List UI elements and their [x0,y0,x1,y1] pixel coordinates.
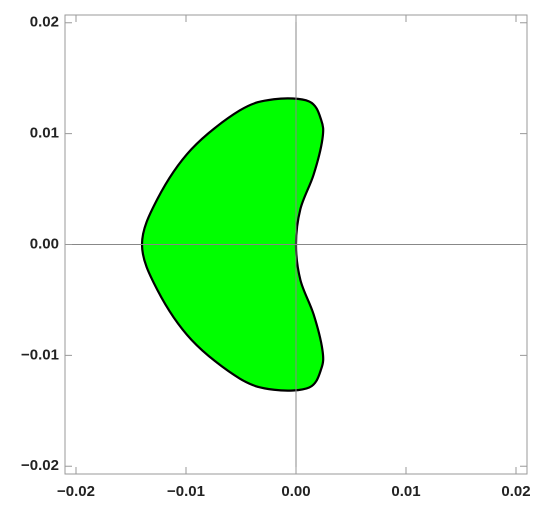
x-tick-label: −0.01 [167,483,205,500]
x-tick-label: 0.01 [391,483,420,500]
x-tick-label: −0.02 [57,483,95,500]
y-tick-label: −0.02 [21,457,59,474]
x-tick-label: 0.02 [501,483,530,500]
x-tick-label: 0.00 [281,483,310,500]
y-tick-label: 0.01 [30,125,59,142]
y-tick-label: −0.01 [21,346,59,363]
y-tick-label: 0.02 [30,14,59,31]
y-tick-label: 0.00 [30,235,59,252]
